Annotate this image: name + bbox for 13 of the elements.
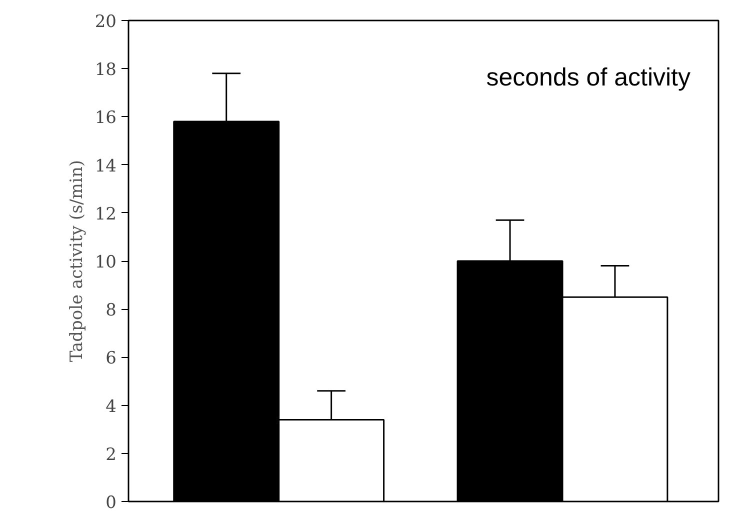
y-tick-label: 0: [106, 493, 117, 511]
y-tick-label: 14: [94, 156, 117, 176]
y-tick-label: 18: [94, 60, 117, 80]
y-tick-label: 10: [94, 252, 117, 272]
y-tick-label: 16: [94, 108, 117, 128]
y-tick-label: 8: [106, 300, 117, 321]
y-tick-label: 12: [94, 204, 117, 224]
y-tick-label: 4: [106, 396, 117, 417]
y-axis-title: Tadpole activity (s/min): [66, 160, 87, 362]
y-tick-label: 2: [106, 444, 117, 465]
annotation: seconds of activity: [486, 64, 691, 92]
y-tick-label: 20: [94, 12, 117, 32]
y-tick-label: 6: [106, 348, 117, 369]
